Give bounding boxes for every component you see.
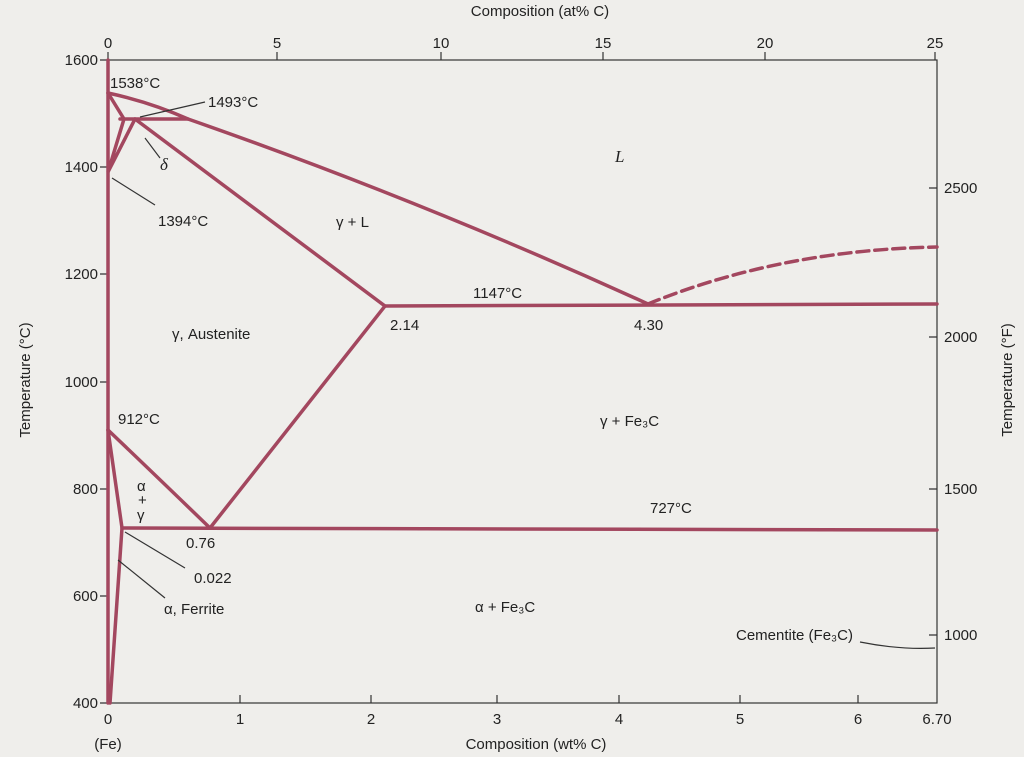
- region-label: +: [138, 492, 147, 509]
- right-tick: 2500: [944, 180, 977, 197]
- region-label: L: [614, 147, 624, 166]
- region-label: α, Ferrite: [164, 601, 224, 618]
- bottom-axis-title: Composition (wt% C): [466, 736, 607, 753]
- annotation: 0.76: [186, 535, 215, 552]
- region-label: δ: [160, 155, 169, 174]
- left-tick: 600: [73, 588, 98, 605]
- region-label: γ, Austenite: [172, 326, 250, 343]
- annotation: 0.022: [194, 570, 232, 587]
- bottom-tick: 5: [736, 711, 744, 728]
- annotation: 1394°C: [158, 213, 208, 230]
- left-tick: 1400: [65, 159, 98, 176]
- annotation: 912°C: [118, 411, 160, 428]
- arrows: [111, 101, 936, 649]
- region-label: α: [137, 478, 146, 495]
- region-label: γ + Fe₃C: [600, 413, 659, 430]
- annotation: 1493°C: [208, 94, 258, 111]
- left-tick: 800: [73, 481, 98, 498]
- top-tick: 25: [927, 35, 944, 52]
- annotation: 4.30: [634, 317, 663, 334]
- top-axis-title: Composition (at% C): [471, 3, 609, 20]
- left-tick: 1000: [65, 374, 98, 391]
- top-tick: 5: [273, 35, 281, 52]
- top-tick: 15: [595, 35, 612, 52]
- right-tick: 1500: [944, 481, 977, 498]
- annotation: 727°C: [650, 500, 692, 517]
- right-tick: 2000: [944, 329, 977, 346]
- right-axis-title: Temperature (°F): [999, 323, 1016, 437]
- origin-label: (Fe): [94, 736, 122, 753]
- left-tick: 400: [73, 695, 98, 712]
- left-tick: 1600: [65, 52, 98, 69]
- right-tick: 1000: [944, 627, 977, 644]
- annotation: 1538°C: [110, 75, 160, 92]
- annotation: 1147°C: [473, 285, 522, 302]
- labels: Composition (at% C) 0 5 10 15 20 25 Temp…: [17, 3, 1016, 753]
- phase-boundaries: [106, 58, 939, 705]
- left-axis-title: Temperature (°C): [17, 322, 34, 437]
- bottom-tick: 4: [615, 711, 623, 728]
- annotation: 2.14: [390, 317, 419, 334]
- bottom-tick: 6: [854, 711, 862, 728]
- left-tick: 1200: [65, 266, 98, 283]
- top-tick: 10: [433, 35, 450, 52]
- region-label: α + Fe₃C: [475, 599, 535, 616]
- top-tick: 20: [757, 35, 774, 52]
- bottom-tick: 1: [236, 711, 244, 728]
- bottom-tick: 6.70: [922, 711, 951, 728]
- bottom-tick: 2: [367, 711, 375, 728]
- bottom-tick: 3: [493, 711, 501, 728]
- region-label: γ: [137, 507, 145, 524]
- tick-marks: [100, 52, 937, 704]
- region-label: γ + L: [336, 214, 369, 231]
- top-tick: 0: [104, 35, 112, 52]
- annotation: Cementite (Fe₃C): [736, 627, 853, 644]
- bottom-tick: 0: [104, 711, 112, 728]
